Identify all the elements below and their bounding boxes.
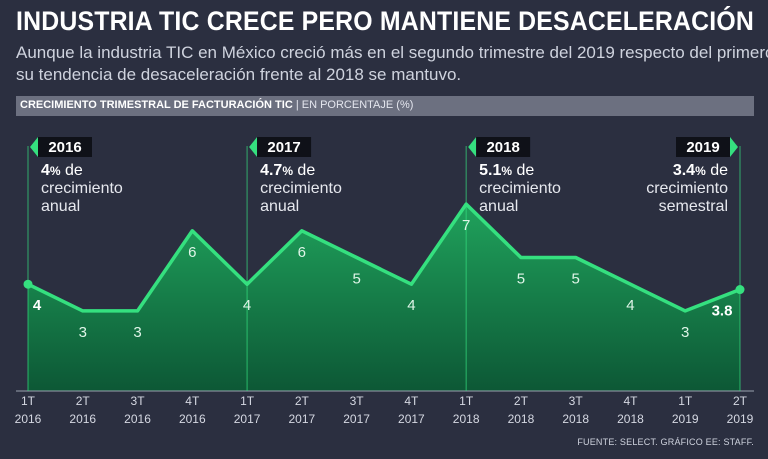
value-label: 4	[243, 297, 251, 314]
x-tick-year: 2017	[343, 412, 370, 426]
annotation-line-1: 4% de	[41, 162, 83, 179]
annotation-unit: %	[282, 164, 293, 178]
x-tick-quarter: 2T	[295, 394, 310, 408]
x-tick-year: 2018	[508, 412, 535, 426]
annotation-rest: de	[706, 162, 728, 179]
annotation-value: 3.4	[673, 162, 695, 179]
x-tick-quarter: 1T	[459, 394, 474, 408]
x-tick-quarter: 2T	[514, 394, 529, 408]
value-label: 3.8	[712, 303, 733, 320]
year-box-arrow	[730, 137, 738, 157]
annotation-rest: de	[293, 162, 315, 179]
year-box	[38, 137, 92, 157]
value-label: 3	[681, 324, 689, 341]
annotation-unit: %	[50, 164, 61, 178]
x-tick-year: 2018	[617, 412, 644, 426]
x-tick-year: 2016	[69, 412, 96, 426]
subtitle-line-2: su tendencia de desaceleración frente al…	[16, 65, 462, 84]
data-point-dot	[735, 285, 745, 295]
x-tick-year: 2016	[15, 412, 42, 426]
value-label: 4	[407, 297, 415, 314]
x-tick-quarter: 2T	[733, 394, 748, 408]
x-tick-quarter: 2T	[76, 394, 91, 408]
annotation-line-1: 4.7% de	[260, 162, 315, 179]
annotation-rest: de	[61, 162, 83, 179]
annotation-line-2: crecimiento	[479, 180, 561, 197]
x-tick-year: 2018	[562, 412, 589, 426]
x-tick-year: 2016	[179, 412, 206, 426]
value-label: 6	[298, 244, 306, 261]
annotation-value: 4.7	[260, 162, 282, 179]
annotation-line-1: 3.4% de	[673, 162, 728, 179]
annotation-unit: %	[501, 164, 512, 178]
annotation-line-3: anual	[41, 198, 80, 215]
value-label: 5	[572, 271, 580, 288]
value-label: 3	[133, 324, 141, 341]
annotation-line-2: crecimiento	[260, 180, 342, 197]
x-tick-quarter: 1T	[240, 394, 255, 408]
year-box-arrow	[30, 137, 38, 157]
year-label: 2017	[267, 139, 300, 156]
data-point-dot	[23, 279, 33, 289]
x-tick-year: 2019	[727, 412, 754, 426]
x-tick-quarter: 3T	[350, 394, 365, 408]
x-tick-quarter: 4T	[623, 394, 638, 408]
annotation-rest: de	[512, 162, 534, 179]
x-tick-quarter: 3T	[131, 394, 146, 408]
x-tick-year: 2016	[124, 412, 151, 426]
x-tick-year: 2017	[234, 412, 261, 426]
year-label: 2016	[48, 139, 81, 156]
chart-header-bar: CRECIMIENTO TRIMESTRAL DE FACTURACIÓN TI…	[16, 96, 754, 116]
annotation-line-3: anual	[479, 198, 518, 215]
x-tick-quarter: 4T	[185, 394, 200, 408]
annotation-line-3: anual	[260, 198, 299, 215]
value-label: 5	[352, 271, 360, 288]
annotation-line-1: 5.1% de	[479, 162, 534, 179]
value-label: 4	[33, 297, 42, 314]
annotation-line-2: crecimiento	[646, 180, 728, 197]
annotation-line-3: semestral	[659, 198, 728, 215]
x-tick-year: 2017	[398, 412, 425, 426]
x-tick-quarter: 4T	[404, 394, 419, 408]
chart-header-text: CRECIMIENTO TRIMESTRAL DE FACTURACIÓN TI…	[20, 99, 413, 111]
value-label: 3	[79, 324, 87, 341]
page-subtitle: Aunque la industria TIC en México creció…	[16, 42, 768, 86]
area-fill	[28, 204, 740, 391]
chart-header-sub: EN PORCENTAJE (%)	[301, 99, 414, 111]
year-box-arrow	[249, 137, 258, 157]
value-label: 4	[626, 297, 634, 314]
x-tick-year: 2017	[288, 412, 315, 426]
source-note: FUENTE: SELECT. GRÁFICO EE: STAFF.	[577, 437, 754, 447]
subtitle-line-1: Aunque la industria TIC en México creció…	[16, 43, 768, 62]
chart-header-main: CRECIMIENTO TRIMESTRAL DE FACTURACIÓN TI…	[20, 99, 293, 111]
x-tick-quarter: 1T	[678, 394, 693, 408]
chart-header-separator: |	[292, 99, 302, 111]
x-tick-quarter: 3T	[569, 394, 584, 408]
x-tick-quarter: 1T	[21, 394, 36, 408]
x-tick-year: 2019	[672, 412, 699, 426]
year-box-arrow	[468, 137, 477, 157]
value-label: 5	[517, 271, 525, 288]
annotation-value: 5.1	[479, 162, 501, 179]
year-box	[676, 137, 730, 157]
x-tick-year: 2018	[453, 412, 480, 426]
series-line	[26, 202, 742, 313]
year-box	[476, 137, 531, 157]
annotation-unit: %	[695, 164, 706, 178]
annotation-value: 4	[41, 162, 50, 179]
year-box	[257, 137, 312, 157]
year-label: 2019	[686, 139, 719, 156]
value-label: 7	[462, 217, 470, 234]
year-label: 2018	[486, 139, 519, 156]
annotation-line-2: crecimiento	[41, 180, 123, 197]
page-title: INDUSTRIA TIC CRECE PERO MANTIENE DESACE…	[16, 6, 754, 36]
value-label: 6	[188, 244, 196, 261]
